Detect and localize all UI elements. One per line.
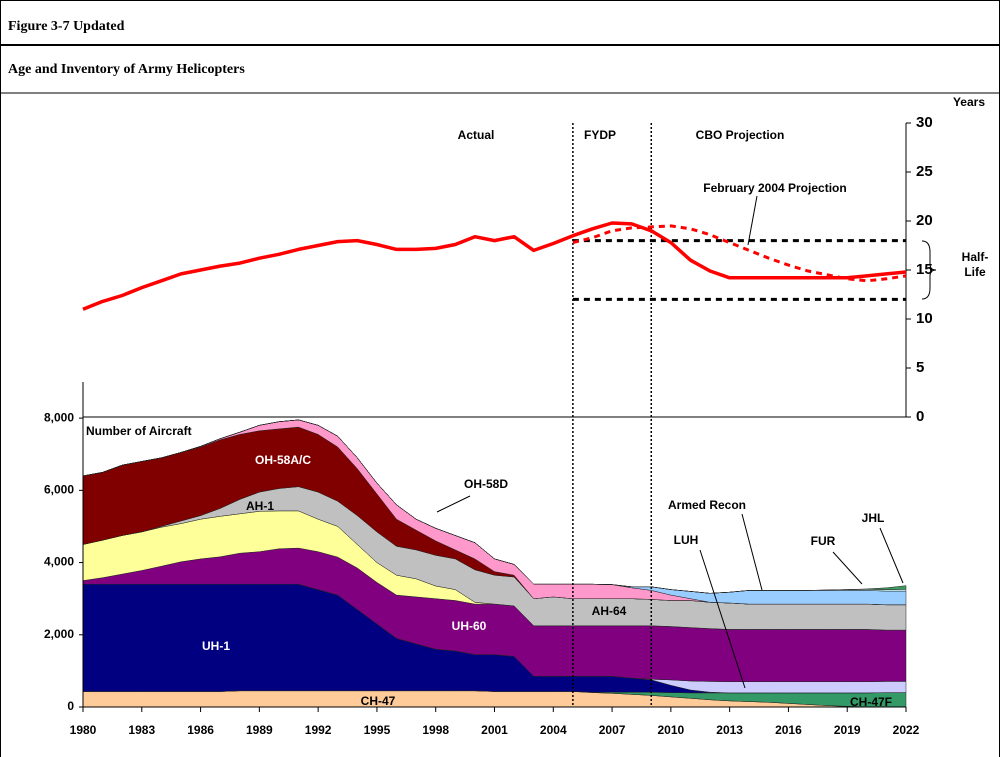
leader-line [741,513,763,591]
x-tick-label: 1980 [70,723,97,737]
series-label: UH-1 [202,639,230,653]
leader-line [747,195,758,246]
x-tick-label: 1989 [246,723,273,737]
age-line [572,224,907,283]
period-label: FYDP [584,128,616,142]
x-tick-label: 2007 [599,723,626,737]
x-tick-label: 1986 [187,723,214,737]
series-label: AH-1 [246,499,274,513]
x-tick-label: 2013 [716,723,743,737]
series-label: CH-47 [361,694,396,708]
age-line [82,221,907,311]
series-label: AH-64 [592,604,627,618]
x-tick-label: 1998 [422,723,449,737]
y-tick-label: 0 [67,699,74,713]
x-tick-label: 1995 [364,723,391,737]
y-tick-label: 4,000 [44,555,74,569]
leader-line [436,495,471,513]
y2-tick-label: 20 [916,212,933,229]
x-tick-label: 2022 [893,723,920,737]
area-layer [82,419,907,708]
y-tick-label: 2,000 [44,627,74,641]
y2-tick-label: 10 [916,310,933,327]
y-axis-label: Number of Aircraft [86,424,192,438]
y-tick-label: 6,000 [44,483,74,497]
reference-label: Half-Life [962,250,989,279]
x-tick-label: 2004 [540,723,567,737]
x-tick-label: 2016 [775,723,802,737]
series-label: CH-47F [850,695,892,709]
x-tick-label: 1992 [305,723,332,737]
y2-axis-label: Years [953,95,985,109]
x-tick-label: 1983 [128,723,155,737]
area [82,419,907,594]
line-annotation: February 2004 Projection [703,181,846,195]
series-label: JHL [862,511,885,525]
y2-tick-label: 15 [916,261,933,278]
y2-tick-label: 5 [916,359,924,376]
series-label: OH-58D [464,477,508,491]
chart-title: Age and Inventory of Army Helicopters [8,62,245,77]
y2-tick-label: 30 [916,114,933,131]
x-tick-label: 2001 [481,723,508,737]
label-layer: Half-Life February 2004 Projection CH-47 CH… [202,181,988,709]
leader-line [832,551,863,585]
period-label: Actual [458,128,495,142]
leader-line [879,527,904,584]
figure-label: Figure 3-7 Updated [8,19,125,34]
series-label: Armed Recon [668,498,746,512]
series-label: UH-60 [452,619,487,633]
half-life-brace [921,240,937,300]
axes-layer: 0 2,000 4,000 6,000 8,000 1980 1983 1986 1989 199… [44,95,985,737]
series-label: OH-58A/C [255,453,311,467]
x-tick-label: 2019 [834,723,861,737]
x-tick-label: 2010 [658,723,685,737]
y-tick-label: 8,000 [44,410,74,424]
series-label: FUR [811,534,836,548]
y2-tick-label: 0 [916,408,924,425]
y2-tick-label: 25 [916,163,933,180]
series-label: LUH [674,533,699,547]
period-label: CBO Projection [696,128,785,142]
line-layer [82,221,907,311]
leader-line [699,549,746,689]
annotation-layer [436,195,937,689]
